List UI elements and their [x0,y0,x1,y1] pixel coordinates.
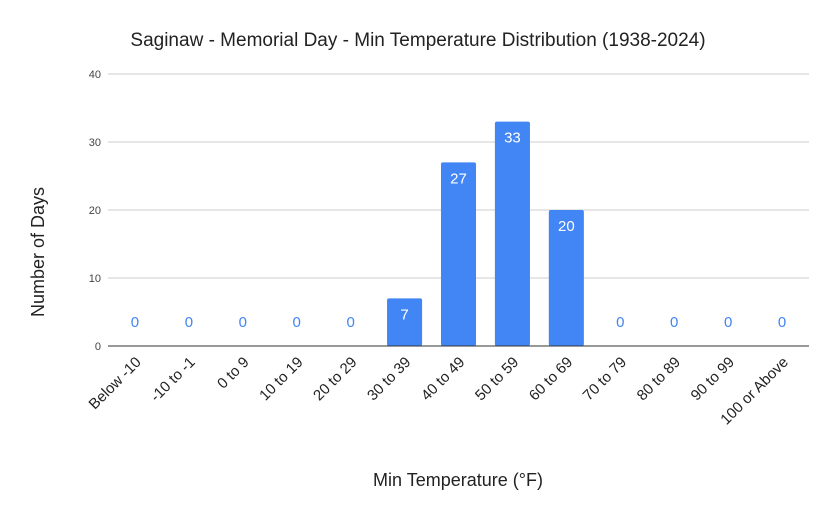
x-tick-label: 10 to 19 [256,354,306,404]
x-tick-label: 50 to 59 [472,354,522,404]
x-tick-label: 80 to 89 [634,354,684,404]
y-tick-label: 10 [89,273,101,285]
data-label: 33 [504,130,521,147]
data-label: 0 [724,314,732,331]
y-axis-title: Number of Days [28,187,48,317]
bars [387,121,584,346]
y-axis-ticks: 0 10 20 30 40 [89,69,101,353]
data-label: 20 [558,218,575,235]
x-tick-label: 90 to 99 [688,354,738,404]
bar [440,162,477,346]
data-label: 7 [400,306,408,323]
data-label: 0 [131,314,139,331]
y-tick-label: 30 [89,137,101,149]
data-label: 0 [185,314,193,331]
x-tick-label: Below -10 [86,354,145,413]
y-tick-label: 20 [89,205,101,217]
x-axis-ticks: Below -10 -10 to -1 0 to 9 10 to 19 20 to 29… [86,354,792,429]
x-tick-label: 30 to 39 [364,354,414,404]
x-tick-label: 70 to 79 [580,354,630,404]
x-tick-label: 20 to 29 [310,354,360,404]
y-tick-label: 40 [89,69,101,81]
data-label: 0 [778,314,786,331]
x-axis-title: Min Temperature (°F) [373,470,543,490]
x-tick-label: 0 to 9 [214,354,253,393]
data-label: 0 [346,314,354,331]
x-tick-label: 60 to 69 [526,354,576,404]
bar [387,298,423,346]
chart-title: Saginaw - Memorial Day - Min Temperature… [130,30,705,51]
x-tick-label: -10 to -1 [147,354,199,406]
data-label: 0 [293,314,301,331]
data-label: 0 [239,314,247,331]
y-tick-label: 0 [95,341,101,353]
bar [548,210,584,346]
data-label: 0 [616,314,624,331]
data-labels: 0 0 0 0 0 7 27 33 20 0 0 0 0 [131,130,786,331]
x-tick-label: 40 to 49 [418,354,468,404]
data-label: 27 [450,170,467,187]
bar [494,121,530,346]
data-label: 0 [670,314,678,331]
